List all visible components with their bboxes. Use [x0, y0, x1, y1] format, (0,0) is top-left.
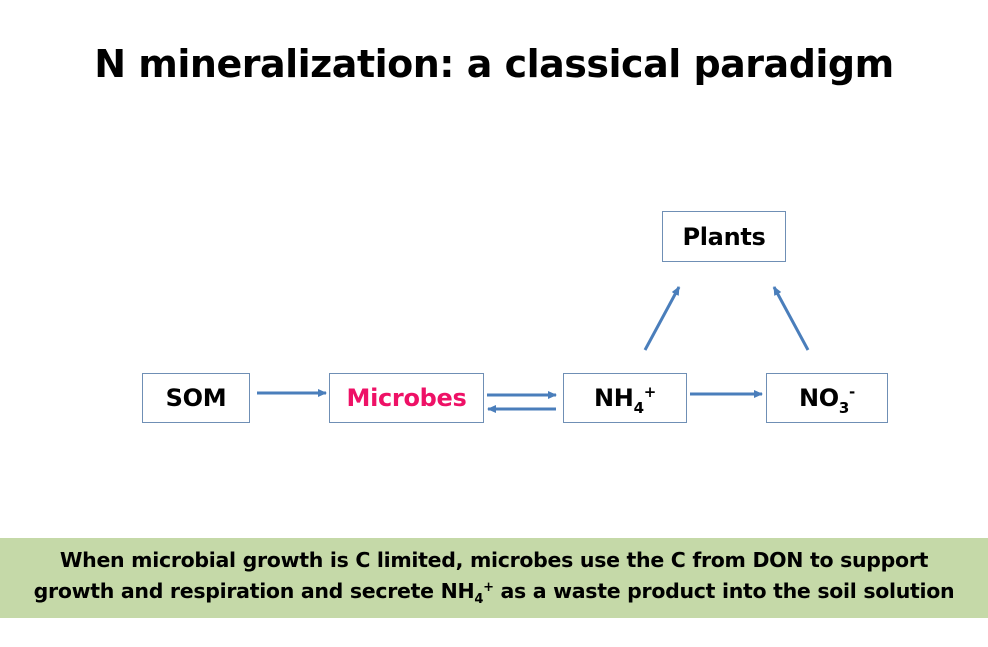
node-plants-label: Plants	[682, 222, 766, 251]
note-banner	[0, 538, 988, 618]
node-microbes-label: Microbes	[346, 384, 467, 412]
note-line-2: growth and respiration and secrete NH4+ …	[33, 579, 955, 607]
note-text: When microbial growth is C limited, micr…	[0, 545, 988, 607]
node-nh4: NH4+	[563, 373, 687, 423]
node-som-label: SOM	[165, 384, 227, 412]
node-microbes: Microbes	[329, 373, 484, 423]
arrow-no3-to-plants	[772, 286, 810, 351]
slide-title: N mineralization: a classical paradigm	[94, 42, 894, 86]
node-plants: Plants	[662, 211, 786, 262]
note-line-1: When microbial growth is C limited, micr…	[59, 548, 929, 572]
node-som: SOM	[142, 373, 250, 423]
node-no3-label: NO3-	[799, 383, 855, 417]
arrow-nh4-to-plants	[643, 286, 681, 351]
node-nh4-label: NH4+	[594, 383, 656, 417]
node-no3: NO3-	[766, 373, 888, 423]
